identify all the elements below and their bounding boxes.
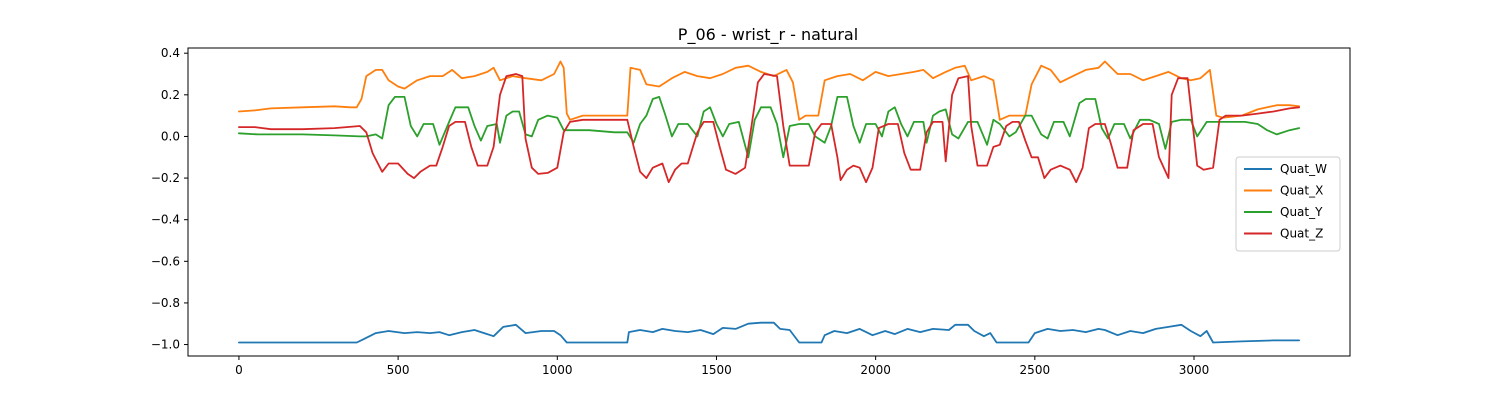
series-line-quat-y [238, 96, 1300, 159]
legend-label: Quat_W [1280, 162, 1327, 176]
y-tick-label: 0.4 [161, 46, 180, 60]
legend-label: Quat_Y [1280, 205, 1323, 219]
plot-frame [187, 47, 1351, 357]
legend-label: Quat_X [1280, 184, 1323, 198]
legend-label: Quat_Z [1280, 227, 1323, 241]
x-tick-label: 3000 [1179, 363, 1210, 377]
y-tick-label: 0.2 [161, 88, 180, 102]
x-tick-label: 500 [387, 363, 410, 377]
plot-lines [238, 60, 1300, 344]
x-tick-label: 1500 [701, 363, 732, 377]
legend-box [1235, 156, 1341, 252]
y-tick-label: −0.2 [151, 171, 180, 185]
x-axis: 0 500 1000 1500 2000 2500 3000 [235, 356, 1209, 377]
y-tick-label: −0.8 [151, 296, 180, 310]
y-axis: 0.4 0.2 0.0 −0.2 −0.4 −0.6 −0.8 −1.0 [151, 46, 188, 352]
series-line-quat-x [238, 60, 1300, 121]
chart-title: P_06 - wrist_r - natural [678, 25, 858, 45]
x-tick-label: 2500 [1020, 363, 1051, 377]
series-line-quat-z [238, 73, 1300, 184]
y-tick-label: −0.4 [151, 213, 180, 227]
series-line-quat-w [238, 321, 1300, 344]
y-tick-label: −1.0 [151, 338, 180, 352]
y-tick-label: −0.6 [151, 254, 180, 268]
legend: Quat_W Quat_X Quat_Y Quat_Z [1235, 156, 1341, 252]
x-tick-label: 2000 [860, 363, 891, 377]
x-tick-label: 1000 [542, 363, 573, 377]
y-tick-label: 0.0 [161, 129, 180, 143]
x-tick-label: 0 [235, 363, 243, 377]
